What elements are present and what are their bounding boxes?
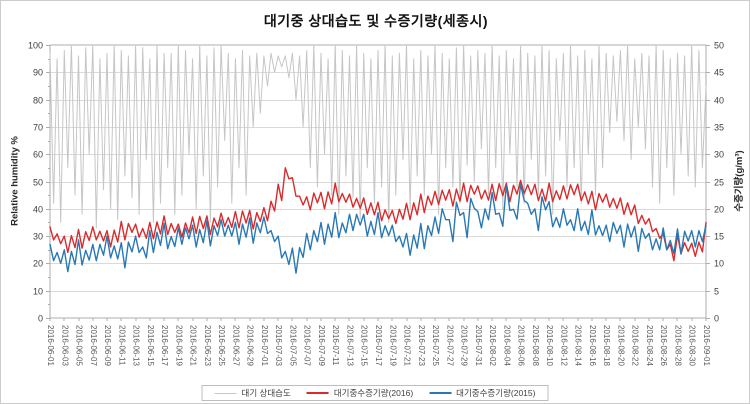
legend-item-humidity: 대기 상대습도 [214,387,291,399]
series-line-2 [49,183,707,274]
x-tick-label: 2016-06-07 [89,325,98,366]
legend-item-vapor-2015: 대기중수증기량(2015) [429,387,535,399]
x-tick-label: 2016-08-12 [559,325,568,366]
x-tick-label: 2016-07-31 [474,325,483,366]
chart-title: 대기중 상대습도 및 수증기량(세종시) [263,13,489,29]
x-tick-label: 2016-08-24 [645,325,654,366]
x-tick-label: 2016-06-15 [146,325,155,366]
x-tick-label: 2016-08-22 [631,325,640,366]
y-axis-right: 0 5 10 15 20 25 30 35 40 45 50 [706,41,724,324]
y-left-tick-label: 90 [33,68,43,78]
y-right-tick-label: 35 [714,123,724,133]
x-tick-label: 2016-07-15 [360,325,369,366]
x-tick-label: 2016-07-17 [374,325,383,366]
y-left-tick-label: 10 [33,287,43,297]
x-tick-label: 2016-06-11 [117,325,126,366]
y-left-tick-label: 100 [28,41,43,51]
legend-line-vapor-2015 [429,392,452,394]
y-right-tick-label: 25 [714,178,724,188]
legend-label-vapor-2015: 대기중수증기량(2015) [456,388,536,398]
x-tick-label: 2016-07-13 [345,325,354,366]
x-tick-label: 2016-06-13 [132,325,141,366]
y-right-tick-label: 0 [714,314,719,324]
x-tick-label: 2016-07-03 [274,325,283,366]
x-tick-label: 2016-08-14 [574,325,583,366]
x-axis: 2016-06-01 2016-06-03 2016-06-05 2016-06-07… [46,318,711,366]
x-tick-label: 2016-06-01 [46,325,55,366]
x-tick-label: 2016-06-27 [231,325,240,366]
y-left-tick-label: 50 [33,178,43,188]
series-line-1 [49,167,707,262]
x-tick-label: 2016-06-05 [75,325,84,366]
x-tick-label: 2016-06-09 [103,325,112,366]
y-right-tick-label: 40 [714,96,724,106]
y-left-tick-label: 70 [33,123,43,133]
x-tick-label: 2016-08-16 [588,325,597,366]
x-tick-label: 2016-08-18 [602,325,611,366]
x-tick-label: 2016-07-27 [445,325,454,366]
x-tick-label: 2016-07-23 [417,325,426,366]
y-left-tick-label: 40 [33,205,43,215]
x-tick-label: 2016-07-21 [403,325,412,366]
x-tick-label: 2016-07-25 [431,325,440,366]
x-tick-label: 2016-07-19 [388,325,397,366]
legend-line-humidity [214,392,237,394]
x-tick-label: 2016-06-23 [203,325,212,366]
legend-line-vapor-2016 [306,392,329,394]
y-right-tick-label: 45 [714,68,724,78]
y-left-tick-label: 0 [38,314,43,324]
y-axis-left: 0 10 20 30 40 50 60 70 80 90 100 [28,41,50,324]
x-tick-label: 2016-07-07 [303,325,312,366]
y-left-tick-label: 60 [33,150,43,160]
x-tick-label: 2016-08-28 [673,325,682,366]
x-tick-label: 2016-08-04 [502,325,511,366]
y-right-tick-label: 15 [714,232,724,242]
x-tick-label: 2016-08-02 [488,325,497,366]
y-left-tick-label: 80 [33,96,43,106]
x-tick-label: 2016-09-01 [702,325,711,366]
y-left-tick-label: 30 [33,232,43,242]
x-tick-label: 2016-07-05 [288,325,297,366]
x-tick-label: 2016-08-20 [616,325,625,366]
x-tick-label: 2016-06-21 [189,325,198,366]
y-right-tick-label: 10 [714,259,724,269]
x-tick-label: 2016-07-01 [260,325,269,366]
chart-legend: 대기 상대습도 대기중수증기량(2016) 대기중수증기량(2015) [201,385,549,401]
legend-label-vapor-2016: 대기중수증기량(2016) [333,388,414,398]
y-right-tick-label: 30 [714,150,724,160]
legend-label-humidity: 대기 상대습도 [241,388,291,398]
x-tick-label: 2016-08-08 [531,325,540,366]
y-left-tick-label: 20 [33,259,43,269]
legend-item-vapor-2016: 대기중수증기량(2016) [306,387,414,399]
x-tick-label: 2016-07-29 [460,325,469,366]
x-tick-label: 2016-06-25 [217,325,226,366]
x-tick-label: 2016-07-09 [317,325,326,366]
x-tick-label: 2016-08-26 [659,325,668,366]
y-right-tick-label: 20 [714,205,724,215]
x-tick-label: 2016-07-11 [331,325,340,366]
series-line-0 [49,44,707,229]
y-right-tick-label: 50 [714,41,724,51]
y-right-tick-label: 5 [714,287,719,297]
x-tick-label: 2016-06-03 [60,325,69,366]
x-tick-label: 2016-08-10 [545,325,554,366]
x-tick-label: 2016-06-19 [174,325,183,366]
x-tick-label: 2016-06-17 [160,325,169,366]
x-tick-label: 2016-08-06 [517,325,526,366]
x-tick-label: 2016-08-30 [688,325,697,366]
x-tick-label: 2016-06-29 [246,325,255,366]
